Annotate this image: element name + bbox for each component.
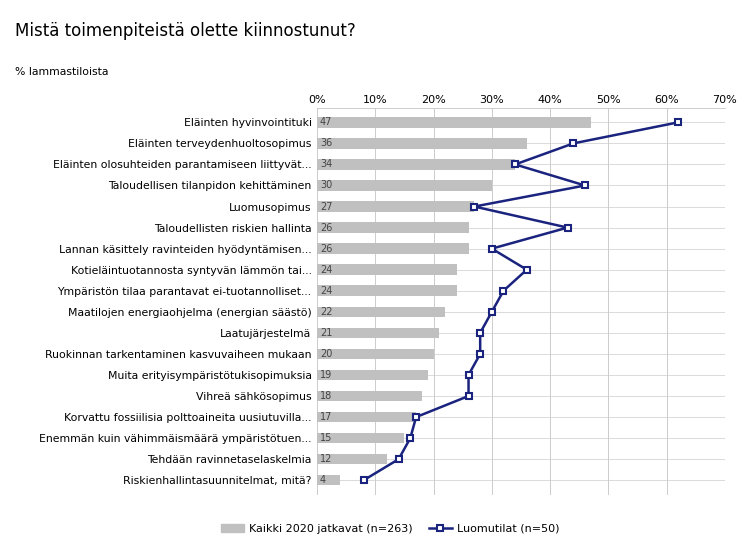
Bar <box>317 433 405 443</box>
Legend: Kaikki 2020 jatkavat (n=263), Luomutilat (n=50): Kaikki 2020 jatkavat (n=263), Luomutilat… <box>221 524 559 534</box>
Bar <box>317 370 428 380</box>
Bar <box>317 307 445 317</box>
Bar <box>317 328 439 338</box>
Text: 20: 20 <box>320 349 332 359</box>
Bar <box>317 138 527 148</box>
Bar <box>317 265 457 275</box>
Text: 18: 18 <box>320 391 332 401</box>
Bar <box>317 412 416 422</box>
Bar <box>317 180 492 191</box>
Bar <box>317 475 341 485</box>
Bar <box>317 117 591 128</box>
Text: 34: 34 <box>320 159 332 169</box>
Text: 19: 19 <box>320 370 332 380</box>
Text: 26: 26 <box>320 244 332 253</box>
Bar <box>317 391 422 401</box>
Text: 15: 15 <box>320 433 332 443</box>
Text: 36: 36 <box>320 138 332 148</box>
Text: 47: 47 <box>320 117 332 128</box>
Text: 27: 27 <box>320 202 332 211</box>
Text: 4: 4 <box>320 475 326 485</box>
Text: 22: 22 <box>320 307 332 317</box>
Bar <box>317 454 387 464</box>
Bar <box>317 201 474 212</box>
Bar <box>317 349 433 359</box>
Bar <box>317 159 515 169</box>
Bar <box>317 286 457 296</box>
Text: 12: 12 <box>320 454 332 464</box>
Text: 24: 24 <box>320 265 332 275</box>
Text: Mistä toimenpiteistä olette kiinnostunut?: Mistä toimenpiteistä olette kiinnostunut… <box>15 22 356 39</box>
Text: 21: 21 <box>320 328 332 338</box>
Bar <box>317 243 469 254</box>
Text: 26: 26 <box>320 223 332 232</box>
Text: % lammastiloista: % lammastiloista <box>15 67 109 77</box>
Text: 17: 17 <box>320 412 332 422</box>
Text: 24: 24 <box>320 286 332 296</box>
Text: 30: 30 <box>320 180 332 190</box>
Bar <box>317 222 469 233</box>
